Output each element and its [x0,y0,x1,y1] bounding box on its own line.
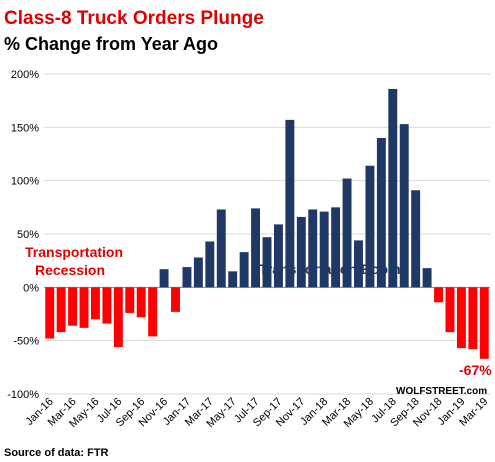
bar-Jan-16 [45,287,55,339]
bar-Apr-17 [216,209,226,288]
bar-Mar-19 [479,287,489,359]
bar-Oct-17 [285,119,295,288]
x-axis-ticks: Jan-16Mar-16May-16Jul-16Sep-16Nov-16Jan-… [24,396,491,430]
bar-Feb-18 [331,207,341,288]
y-tick-label: 0% [23,282,39,294]
y-tick-label: 150% [11,122,39,134]
bar-Jan-19 [456,287,466,349]
bar-Nov-17 [296,216,306,288]
bar-Feb-16 [56,287,66,333]
y-tick-label: 50% [17,229,39,241]
chart-subtitle: % Change from Year Ago [4,34,218,54]
bar-May-18 [365,165,375,288]
bar-Dec-18 [445,287,455,333]
bar-Feb-19 [468,287,478,350]
y-axis-ticks: -100% -50% 0% 50% 100% 150% 200% [7,69,39,401]
recession-annotation-line1: Transportation [25,244,123,260]
bar-Nov-18 [434,287,443,303]
chart-title: Class-8 Truck Orders Plunge [4,8,264,29]
gridlines [44,73,490,395]
bar-May-16 [91,287,100,320]
brand-label: WOLFSTREET.com [396,386,487,397]
bar-Jun-17 [239,252,249,288]
y-tick-label: 100% [11,176,39,188]
bar-Oct-18 [422,268,432,288]
bar-Mar-16 [68,287,78,326]
bar-Aug-17 [262,237,272,288]
bar-Nov-16 [159,269,169,288]
bar-Sep-16 [136,287,146,318]
bar-Apr-18 [354,240,363,288]
bar-Mar-18 [342,178,352,288]
bar-Jan-18 [319,211,329,288]
bar-Jun-16 [102,287,112,324]
bar-Aug-18 [399,124,409,288]
bar-Dec-17 [308,209,318,288]
y-tick-label: 200% [11,69,39,81]
bar-Jul-18 [388,88,398,288]
bar-Jul-17 [251,208,261,288]
bar-Apr-16 [79,287,89,328]
bar-Oct-16 [148,287,158,337]
bar-Sep-17 [273,224,283,288]
bar-Mar-17 [205,241,215,288]
bar-Sep-18 [411,190,421,288]
bar-Aug-16 [125,287,135,313]
boom-annotation: Transportation Boom [259,261,401,277]
bars [45,88,489,359]
bar-Jul-16 [113,287,123,348]
bar-May-17 [228,271,238,288]
source-label: Source of data: FTR [4,447,109,459]
last-value-annotation: -67% [459,362,492,378]
bar-Dec-16 [171,287,180,312]
bar-Jan-17 [182,267,192,288]
bar-Jun-18 [376,138,386,288]
recession-annotation-line2: Recession [35,262,105,278]
y-tick-label: -50% [13,336,39,348]
y-tick-label: -100% [7,389,39,401]
bar-Feb-17 [193,257,203,288]
